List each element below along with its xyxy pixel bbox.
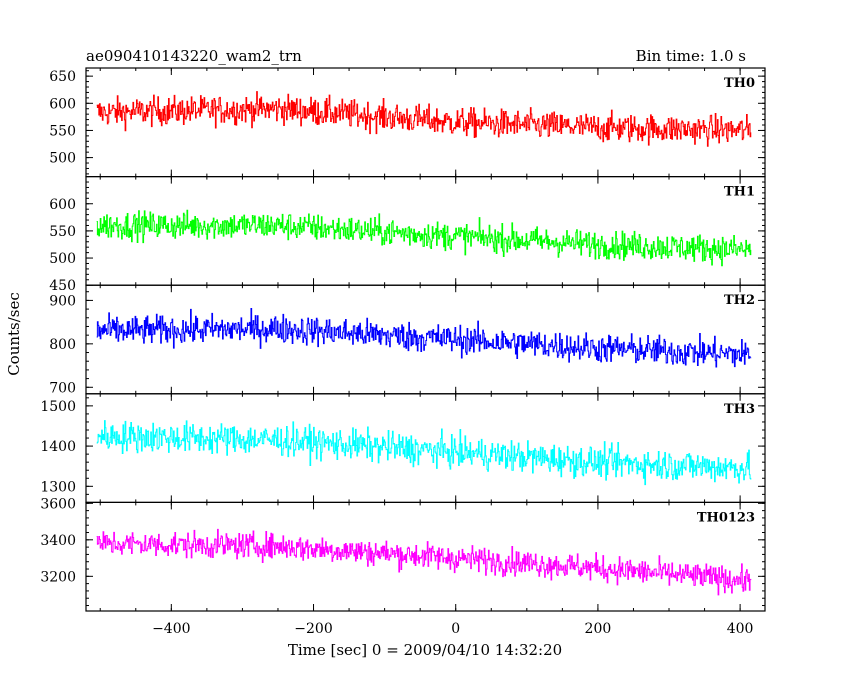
x-tick-label: 0 (451, 621, 460, 637)
panel-frame (85, 284, 766, 395)
panel-label: TH0 (724, 76, 755, 91)
x-tick-label: 200 (585, 621, 612, 637)
y-tick-label: 700 (49, 380, 76, 396)
series-line-th0 (96, 91, 752, 147)
y-tick-label: 900 (49, 293, 76, 309)
panel-th0: 500 550 600 650 TH0 (49, 67, 766, 178)
panel-th1: 450 500 550 600 TH1 (49, 176, 766, 294)
y-tick-label: 450 (49, 278, 76, 294)
bin-time-label: Bin time: 1.0 s (636, 47, 746, 65)
series-line-th3 (96, 420, 752, 486)
panel-label: TH0123 (697, 510, 755, 525)
series-line-th2 (96, 308, 752, 368)
panel-th2: 700 800 900 TH2 (49, 284, 766, 396)
y-tick-label: 600 (49, 197, 76, 213)
series-line-th1 (96, 209, 752, 267)
y-tick-label: 500 (49, 151, 76, 167)
y-axis-label: Counts/sec (5, 292, 23, 376)
panel-label: TH2 (724, 293, 755, 308)
y-tick-label: 3600 (40, 496, 76, 512)
panel-stack: 500 550 600 650 TH0 450 500 550 600 TH1 700 800 900 T… (40, 67, 766, 612)
panel-label: TH1 (724, 185, 755, 200)
y-tick-label: 800 (49, 337, 76, 353)
panel-th3: 1300 1400 1500 TH3 (40, 393, 766, 503)
x-tick-label: −400 (152, 621, 190, 637)
y-tick-label: 3400 (40, 533, 76, 549)
panel-th0123: 3200 3400 3600 TH0123 (40, 496, 766, 612)
y-tick-label: 550 (49, 123, 76, 139)
panel-frame (85, 501, 766, 612)
panel-label: TH3 (724, 402, 755, 417)
y-tick-label: 550 (49, 224, 76, 240)
y-tick-label: 500 (49, 251, 76, 267)
x-tick-label: 400 (727, 621, 754, 637)
x-tick-label: −200 (294, 621, 332, 637)
x-axis-label: Time [sec] 0 = 2009/04/10 14:32:20 (288, 641, 562, 659)
y-tick-label: 1400 (40, 439, 76, 455)
y-tick-label: 3200 (40, 569, 76, 585)
y-tick-label: 600 (49, 96, 76, 112)
chart-title: ae090410143220_wam2_trn (86, 47, 302, 65)
y-tick-label: 1500 (40, 399, 76, 415)
y-tick-label: 1300 (40, 479, 76, 495)
x-axis: −400 −200 0 200 400 (152, 621, 753, 637)
series-line-th0123 (96, 528, 752, 596)
y-tick-label: 650 (49, 69, 76, 85)
